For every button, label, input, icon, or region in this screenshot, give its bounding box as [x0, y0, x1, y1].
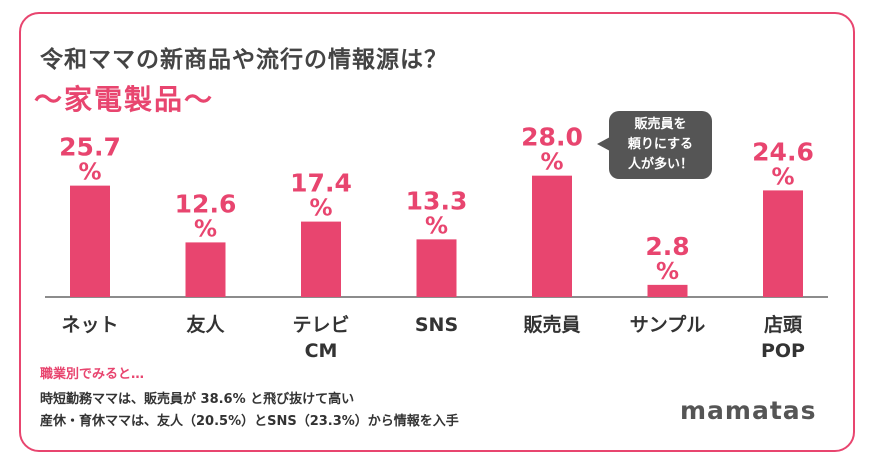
category-label: 販売員	[523, 313, 580, 336]
chart-title: 令和ママの新商品や流行の情報源は？	[40, 47, 448, 73]
category-label: 店頭	[764, 313, 803, 336]
bar	[647, 284, 688, 297]
data-label-unit: %	[78, 160, 101, 186]
category-label: 友人	[186, 313, 225, 336]
data-label-unit: %	[771, 164, 794, 190]
card-frame	[19, 12, 855, 452]
data-label: 2.8	[645, 232, 689, 261]
category-label: CM	[305, 340, 338, 362]
data-label: 28.0	[521, 123, 583, 152]
notes-line-2: 産休・育休ママは、友人（20.5%）とSNS（23.3%）から情報を入手	[40, 414, 459, 429]
data-label-unit: %	[309, 196, 332, 222]
category-label: テレビ	[292, 314, 349, 336]
notes-title: 職業別でみると…	[40, 367, 145, 382]
category-label: ネット	[61, 314, 118, 336]
data-label: 17.4	[290, 169, 352, 198]
callout-tail	[597, 137, 610, 151]
category-label: SNS	[415, 314, 458, 336]
bar	[416, 239, 457, 297]
bar	[532, 175, 572, 297]
data-label-unit: %	[194, 216, 217, 242]
data-label-unit: %	[656, 259, 679, 285]
data-label-unit: %	[425, 213, 448, 239]
brand-logo: mamatas	[680, 396, 817, 425]
chart-subtitle: ～家電製品～	[34, 83, 215, 116]
category-label: サンプル	[630, 313, 705, 336]
bar	[185, 242, 226, 297]
callout-bubble: 販売員を 頼りにする 人が多い！	[609, 111, 712, 179]
notes-line-1: 時短勤務ママは、販売員が 38.6% と飛び抜けて高い	[40, 392, 355, 407]
category-label: POP	[761, 340, 805, 362]
data-label: 12.6	[175, 189, 237, 218]
data-label: 13.3	[406, 186, 468, 215]
bar	[763, 190, 803, 297]
data-label-unit: %	[540, 150, 563, 176]
data-label: 25.7	[59, 133, 121, 162]
bar	[301, 221, 341, 297]
bar	[70, 185, 110, 297]
data-label: 24.6	[752, 137, 814, 166]
